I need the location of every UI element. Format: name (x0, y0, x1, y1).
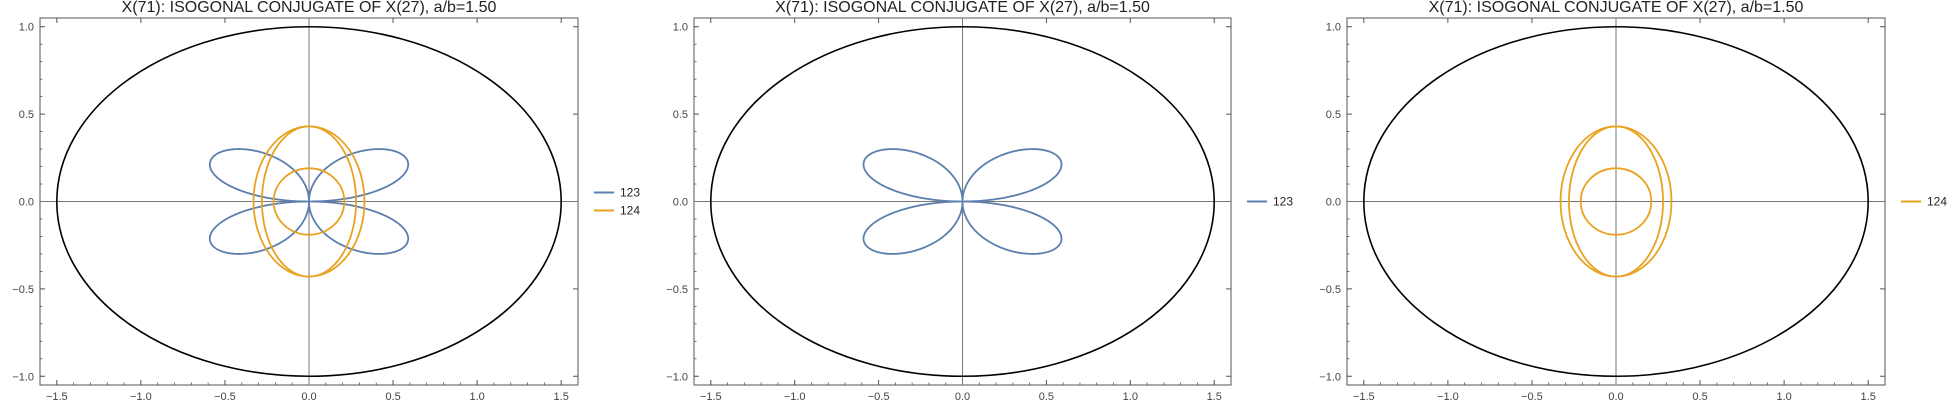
x-tick-label: 1.5 (1207, 391, 1222, 403)
reference-ellipse (56, 25, 562, 378)
series-124-oval (272, 167, 346, 236)
x-tick-label: −1.0 (1437, 391, 1459, 403)
y-tick-label: −1.0 (1319, 371, 1341, 383)
y-tick-label: −0.5 (12, 284, 34, 296)
y-tick-label: −0.5 (666, 284, 688, 296)
legend-label: 124 (620, 204, 640, 218)
y-tick-label: 1.0 (1326, 22, 1341, 34)
chart-title: X(71): ISOGONAL CONJUGATE OF X(27), a/b=… (122, 0, 497, 16)
x-tick-label: 0.0 (1608, 391, 1623, 403)
reference-ellipse (709, 25, 1216, 378)
y-tick-label: 0.0 (19, 197, 34, 209)
y-tick-label: −1.0 (666, 371, 688, 383)
x-tick-label: −1.5 (700, 391, 722, 403)
series-124-oval (261, 125, 357, 278)
y-tick-label: 0.5 (1326, 109, 1341, 121)
legend-label: 124 (1927, 195, 1947, 209)
x-tick-label: 0.5 (1692, 391, 1707, 403)
reference-ellipse (1363, 25, 1869, 378)
x-tick-label: 0.0 (955, 391, 970, 403)
chart-panel-1: X(71): ISOGONAL CONJUGATE OF X(27), a/b=… (12, 0, 640, 403)
chart-panel-2: X(71): ISOGONAL CONJUGATE OF X(27), a/b=… (666, 0, 1293, 403)
x-tick-label: 0.0 (301, 391, 316, 403)
y-tick-label: 1.0 (673, 22, 688, 34)
legend-label: 123 (1273, 195, 1293, 209)
y-tick-label: −1.0 (12, 371, 34, 383)
x-tick-label: −1.5 (1353, 391, 1375, 403)
y-tick-label: 0.5 (673, 109, 688, 121)
x-tick-label: −0.5 (868, 391, 890, 403)
legend-label: 123 (620, 186, 640, 200)
y-tick-label: −0.5 (1319, 284, 1341, 296)
series-123-curve (208, 148, 410, 255)
x-tick-label: −0.5 (214, 391, 236, 403)
x-tick-label: 0.5 (385, 391, 400, 403)
x-tick-label: −1.5 (46, 391, 68, 403)
y-tick-label: 0.5 (19, 109, 34, 121)
x-tick-label: 1.0 (1776, 391, 1791, 403)
x-tick-label: 1.5 (1861, 391, 1876, 403)
x-tick-label: −1.0 (784, 391, 806, 403)
chart-title: X(71): ISOGONAL CONJUGATE OF X(27), a/b=… (775, 0, 1150, 16)
chart-panel-3: X(71): ISOGONAL CONJUGATE OF X(27), a/b=… (1319, 0, 1947, 403)
series-124-oval (1568, 125, 1664, 278)
y-tick-label: 0.0 (1326, 197, 1341, 209)
x-tick-label: 1.0 (1123, 391, 1138, 403)
y-tick-label: 1.0 (19, 22, 34, 34)
chart-title: X(71): ISOGONAL CONJUGATE OF X(27), a/b=… (1429, 0, 1804, 16)
x-tick-label: −0.5 (1521, 391, 1543, 403)
x-tick-label: 0.5 (1039, 391, 1054, 403)
series-124-oval (1579, 167, 1653, 236)
series-123-curve (862, 148, 1063, 255)
x-tick-label: 1.0 (469, 391, 484, 403)
y-tick-label: 0.0 (673, 197, 688, 209)
x-tick-label: −1.0 (130, 391, 152, 403)
x-tick-label: 1.5 (554, 391, 569, 403)
